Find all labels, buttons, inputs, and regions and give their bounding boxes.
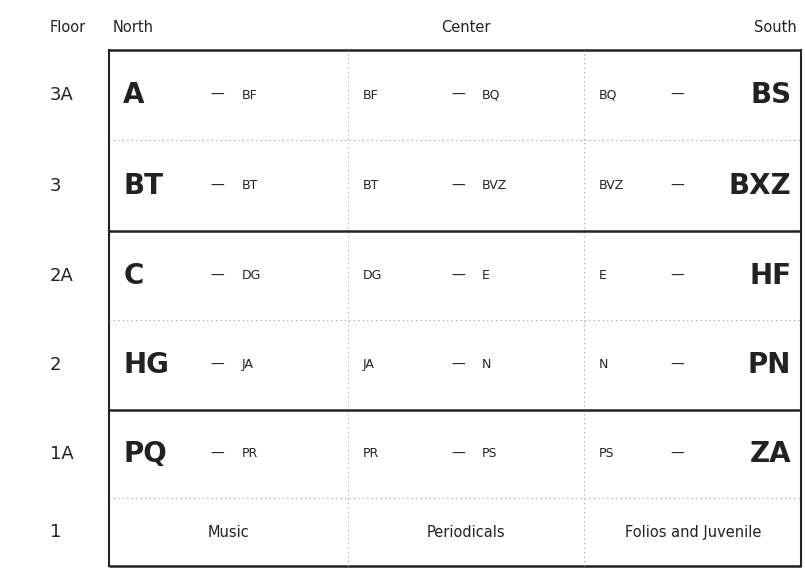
Text: BT: BT — [362, 179, 378, 192]
Text: 3: 3 — [50, 177, 61, 195]
Text: —: — — [210, 358, 225, 371]
Text: 2: 2 — [50, 356, 61, 374]
Text: E: E — [482, 269, 490, 282]
Text: —: — — [210, 269, 225, 283]
Text: —: — — [210, 179, 225, 192]
Text: N: N — [599, 358, 609, 371]
Text: —: — — [451, 358, 465, 371]
Text: BXZ: BXZ — [729, 172, 791, 199]
Text: 1A: 1A — [50, 445, 74, 463]
Text: HG: HG — [123, 351, 169, 378]
Text: A: A — [123, 81, 145, 109]
Text: PN: PN — [748, 351, 791, 378]
Text: E: E — [599, 269, 607, 282]
Text: Folios and Juvenile: Folios and Juvenile — [625, 525, 761, 540]
Text: —: — — [451, 88, 465, 102]
Text: PS: PS — [482, 448, 497, 460]
Text: —: — — [451, 269, 465, 283]
Text: PR: PR — [362, 448, 378, 460]
Text: PQ: PQ — [123, 440, 167, 468]
Text: HF: HF — [749, 261, 791, 290]
Text: 1: 1 — [50, 524, 61, 541]
Text: —: — — [670, 269, 684, 283]
Text: DG: DG — [362, 269, 382, 282]
Text: —: — — [210, 447, 225, 461]
Text: N: N — [482, 358, 492, 371]
Text: BS: BS — [750, 81, 791, 109]
Text: Music: Music — [208, 525, 249, 540]
Text: —: — — [670, 179, 684, 192]
Text: DG: DG — [242, 269, 261, 282]
Text: ZA: ZA — [749, 440, 791, 468]
Text: Floor: Floor — [50, 20, 86, 36]
Text: North: North — [113, 20, 154, 36]
Text: —: — — [670, 447, 684, 461]
Text: —: — — [670, 88, 684, 102]
Text: BVZ: BVZ — [482, 179, 507, 192]
Text: —: — — [451, 447, 465, 461]
Text: BF: BF — [242, 88, 258, 102]
Text: 3A: 3A — [50, 86, 74, 104]
Text: JA: JA — [242, 358, 254, 371]
Text: BVZ: BVZ — [599, 179, 624, 192]
Text: Center: Center — [441, 20, 491, 36]
Text: —: — — [210, 88, 225, 102]
Text: BT: BT — [123, 172, 163, 199]
Text: JA: JA — [362, 358, 374, 371]
Text: C: C — [123, 261, 143, 290]
Text: —: — — [670, 358, 684, 371]
Text: —: — — [451, 179, 465, 192]
Text: Periodicals: Periodicals — [427, 525, 506, 540]
Text: BT: BT — [242, 179, 258, 192]
Text: PS: PS — [599, 448, 614, 460]
Text: 2A: 2A — [50, 267, 74, 284]
Text: BQ: BQ — [482, 88, 501, 102]
Text: BQ: BQ — [599, 88, 617, 102]
Text: South: South — [754, 20, 797, 36]
Text: BF: BF — [362, 88, 378, 102]
Text: PR: PR — [242, 448, 258, 460]
